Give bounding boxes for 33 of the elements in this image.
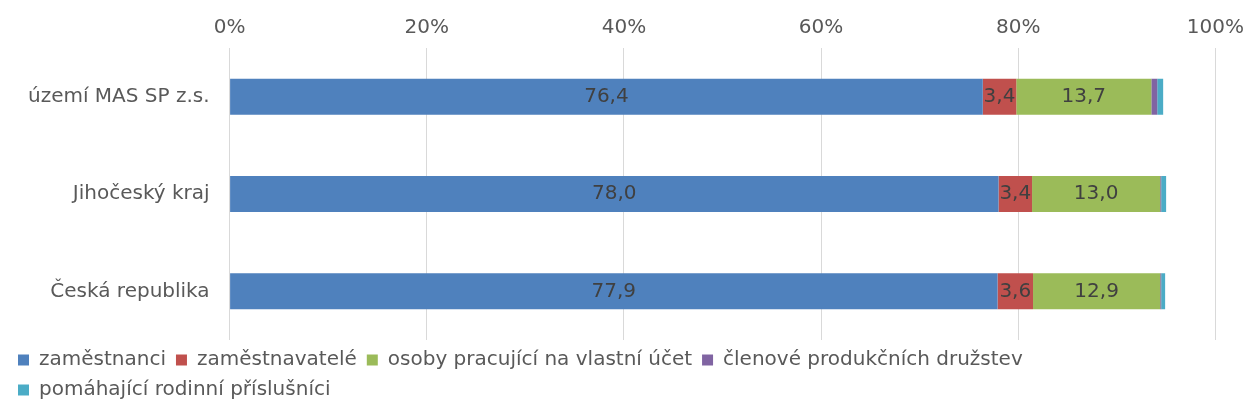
bar (1033, 273, 1161, 310)
data-label: 78,0 (592, 180, 637, 205)
y-tick-label: Jihočeský kraj (70, 180, 210, 205)
data-label: 13,0 (1073, 180, 1119, 205)
bar (1151, 78, 1158, 115)
x-tick-label: 100% (1186, 14, 1244, 39)
legend-label: zaměstnanci (39, 346, 166, 371)
data-label: 3,4 (983, 82, 1016, 107)
legend-label: zaměstnavatelé (196, 346, 357, 371)
x-tick-label: 0% (213, 14, 246, 39)
legend-label: osoby pracující na vlastní účet (387, 346, 693, 371)
legend-label: členové produkčních družstev (723, 346, 1023, 371)
data-label: 3,4 (999, 180, 1032, 205)
data-label: 77,9 (591, 277, 637, 302)
data-label: 13,7 (1061, 82, 1107, 107)
bar (1161, 175, 1167, 213)
data-label: 76,4 (584, 82, 629, 107)
bar (1161, 273, 1166, 310)
x-tick-label: 60% (798, 14, 844, 39)
bar (230, 273, 998, 310)
x-tick-label: 20% (404, 14, 449, 39)
bar (1157, 78, 1164, 115)
y-tick-label: Česká republika (50, 277, 210, 302)
bar (230, 78, 983, 115)
data-label: 12,9 (1074, 277, 1119, 302)
y-tick-label: území MAS SP z.s. (27, 82, 210, 107)
legend-label: pomáhající rodinní příslušníci (39, 376, 331, 401)
x-tick-label: 40% (601, 14, 647, 39)
x-tick-label: 80% (996, 14, 1041, 39)
bar (1032, 175, 1161, 213)
bar (1016, 78, 1152, 115)
data-label: 3,6 (999, 277, 1032, 302)
bar (230, 175, 999, 213)
